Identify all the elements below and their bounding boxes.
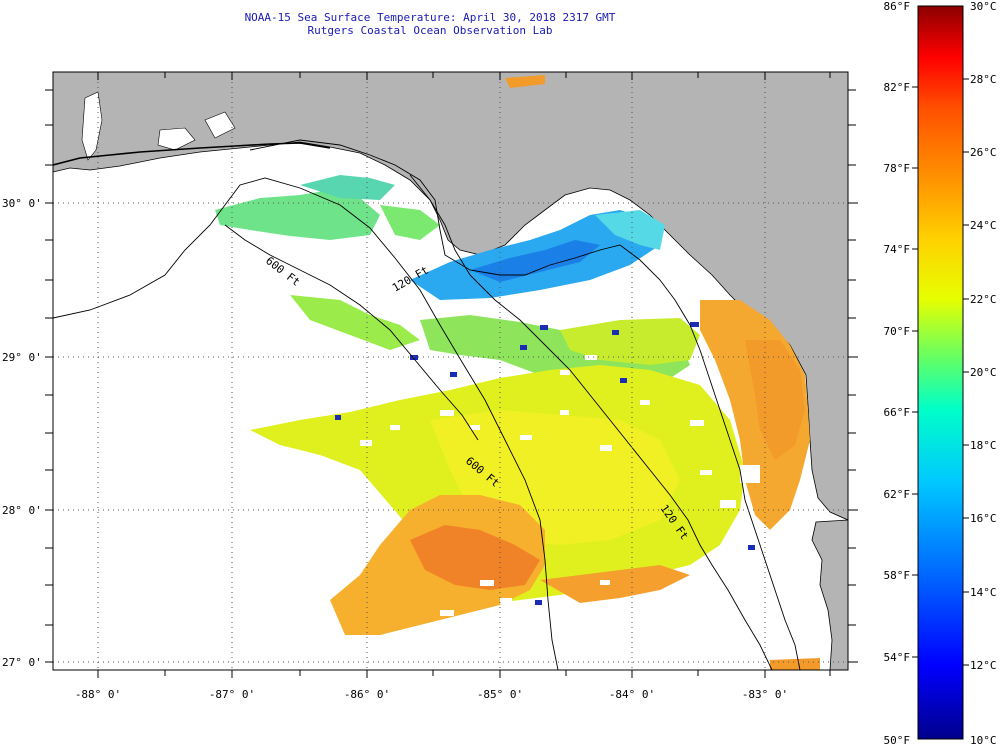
colorbar-f-label: 66°F [884,406,911,419]
colorbar-f-label: 74°F [884,243,911,256]
colorbar-c-label: 30°C [970,0,997,13]
cloud-speckles [360,355,760,616]
sst-patches [215,75,820,670]
sst-patch-mid [290,295,420,350]
sst-patch-cool [595,210,665,250]
sst-patch-mid [560,318,700,365]
colorbar-f-label: 54°F [884,651,911,664]
inlet [204,111,236,139]
lat-label-27: 27° 0' [2,656,42,669]
lon-label-85: -85° 0' [477,688,523,701]
lat-label-28: 28° 0' [2,504,42,517]
colorbar-c-label: 10°C [970,734,997,747]
colorbar-f-label: 50°F [884,734,911,747]
sst-patch-cool [300,175,395,200]
depth-contour-coastal [249,139,801,670]
lat-label-29: 29° 0' [2,351,42,364]
sst-speck [620,378,627,383]
map-subtitle: Rutgers Coastal Ocean Observation Lab [307,24,553,37]
sst-speck [520,345,527,350]
colorbar-fahrenheit-ticks [912,86,918,658]
colorbar-c-label: 14°C [970,586,997,599]
frame-ticks [45,72,858,678]
colorbar-f-label: 58°F [884,569,911,582]
colorbar-c-label: 24°C [970,219,997,232]
sst-speck [612,330,619,335]
sst-patch-cool [380,205,440,240]
sst-patch-hot [745,340,805,460]
colorbar-c-label: 22°C [970,293,997,306]
lon-label-84: -84° 0' [609,688,655,701]
sst-speck [748,545,755,550]
inlet [157,127,196,151]
land-peninsula [811,519,848,670]
colorbar-c-label: 12°C [970,659,997,672]
colorbar-c-label: 26°C [970,146,997,159]
land-mass [53,72,848,521]
depth-contour-120ft-east [409,174,773,670]
coastline [53,142,331,166]
colorbar-f-label: 62°F [884,488,911,501]
sst-patch-hot [540,565,690,603]
sst-speck [540,325,548,330]
depth-contour-120ft [224,224,479,441]
colorbar-f-label: 82°F [884,81,911,94]
depth-contour-600ft [53,177,559,670]
sst-speck [535,600,542,605]
map-title: NOAA-15 Sea Surface Temperature: April 3… [244,11,616,24]
colorbar-c-label: 28°C [970,73,997,86]
colorbar-c-label: 20°C [970,366,997,379]
colorbar-f-label: 78°F [884,162,911,175]
colorbar-c-label: 16°C [970,512,997,525]
sst-speck [450,372,457,377]
sst-speck [335,415,341,420]
lon-label-87: -87° 0' [209,688,255,701]
sst-patch-hot [770,658,820,670]
colorbar [917,5,964,740]
map-frame [52,71,849,671]
colorbar-c-label: 18°C [970,439,997,452]
lon-label-83: -83° 0' [742,688,788,701]
sst-speck [690,322,699,327]
lon-label-86: -86° 0' [344,688,390,701]
colorbar-f-label: 70°F [884,325,911,338]
sst-patch-hot [505,75,545,88]
sst-patch-cold [470,240,600,282]
map-content: 600 Ft 120 Ft 600 Ft 120 Ft [53,72,848,670]
colorbar-f-label: 86°F [884,0,911,13]
colorbar-celsius-ticks [963,78,969,666]
lon-label-88: -88° 0' [75,688,121,701]
sst-patch-hot [410,525,540,590]
lat-label-30: 30° 0' [2,197,42,210]
